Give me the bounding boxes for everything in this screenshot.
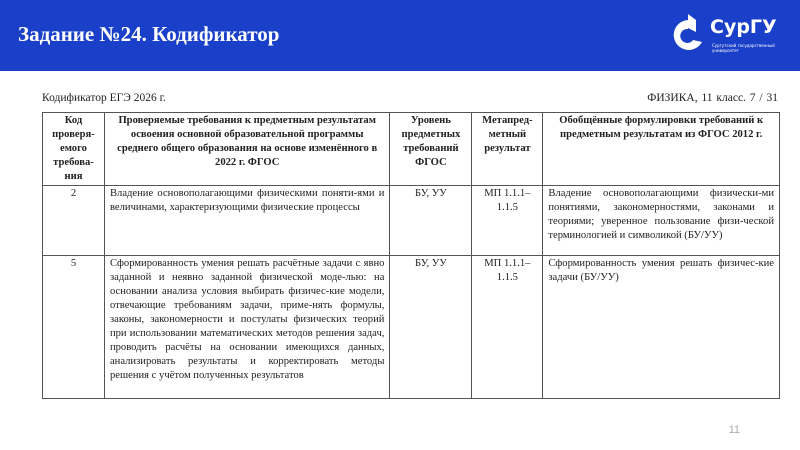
table-row: 5 Сформированность умения решать расчётн… — [42, 255, 780, 399]
document-header-right: ФИЗИКА, 11 класс. 7 / 31 — [647, 92, 778, 104]
table-cell: 2 — [42, 185, 105, 256]
logo-mark-icon — [673, 14, 702, 50]
column-header: Уровень предметных требований ФГОС — [389, 112, 473, 186]
table-cell: МП 1.1.1–1.1.5 — [471, 185, 544, 256]
document-header-left: Кодификатор ЕГЭ 2026 г. — [42, 92, 166, 104]
table-row: 2 Владение основополагающими физическими… — [42, 185, 780, 256]
slide-title: Задание №24. Кодификатор — [18, 22, 280, 46]
logo-wordmark: СурГУ — [710, 16, 777, 38]
table-header-row: Код проверя-емого требова-ния Проверяемы… — [42, 112, 780, 186]
logo-subtitle: Сургутский государственный университет — [712, 43, 775, 53]
column-header: Метапред-метный результат — [471, 112, 544, 186]
table-cell: Сформированность умения решать физичес-к… — [542, 255, 780, 399]
table-cell: Владение основополагающими физическими п… — [103, 185, 391, 256]
table-cell: БУ, УУ — [389, 185, 473, 256]
surgu-logo: СурГУ Сургутский государственный универс… — [668, 12, 793, 62]
column-header: Код проверя-емого требова-ния — [42, 112, 105, 186]
column-header: Проверяемые требования к предметным резу… — [103, 112, 391, 186]
table-cell: Владение основополагающими физически-ми … — [542, 185, 780, 256]
page-number: 11 — [728, 424, 740, 436]
title-banner: Задание №24. Кодификатор СурГУ Сургутски… — [0, 0, 800, 71]
codifier-table: Код проверя-емого требова-ния Проверяемы… — [42, 112, 780, 399]
table-cell: БУ, УУ — [389, 255, 473, 399]
table-cell: МП 1.1.1–1.1.5 — [471, 255, 544, 399]
table-cell: Сформированность умения решать расчётные… — [103, 255, 391, 399]
table-cell: 5 — [42, 255, 105, 399]
column-header: Обобщённые формулировки требований к пре… — [542, 112, 780, 186]
